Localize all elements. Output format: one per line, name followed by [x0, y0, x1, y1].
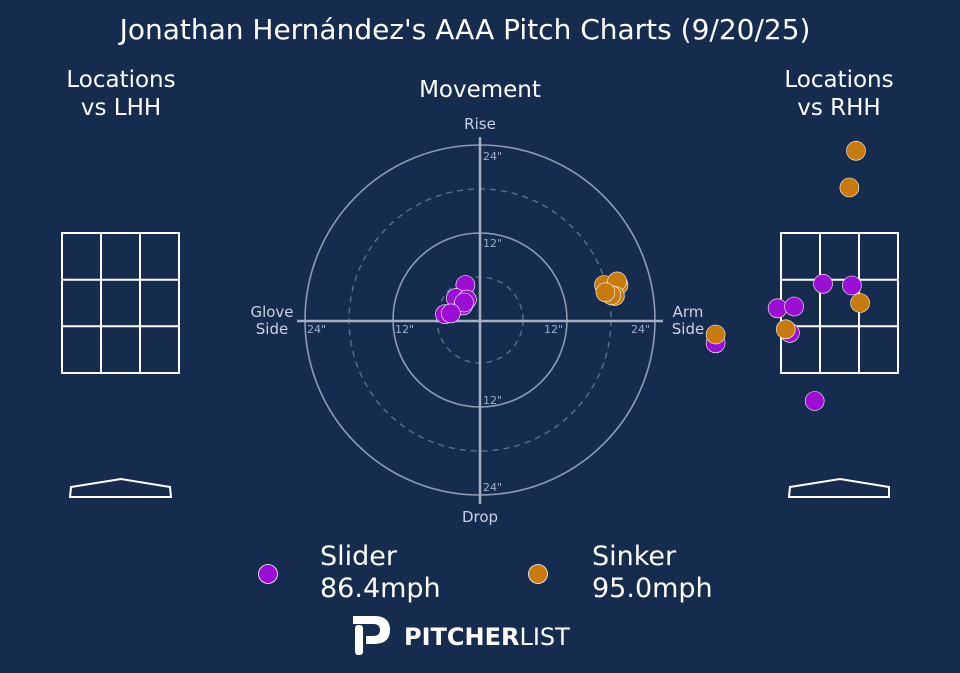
logo-bold: PITCHER	[404, 623, 519, 651]
arm-side-label-line2: Side	[672, 320, 704, 338]
rhh-location-points	[705, 141, 870, 411]
movement-title: Movement	[419, 77, 541, 103]
ring-label-left-12: 12"	[395, 323, 414, 336]
chart-title: Jonathan Hernández's AAA Pitch Charts (9…	[118, 13, 811, 46]
pitcherlist-p-icon	[353, 616, 390, 655]
lhh-panel: Locations vs LHH	[61, 67, 180, 498]
ring-label-left-24: 24"	[307, 323, 326, 336]
legend-sinker-velocity: 95.0mph	[592, 573, 713, 604]
lhh-strike-zone	[61, 232, 180, 374]
rhh-location-point-slider	[842, 275, 862, 296]
rhh-title-line1: Locations	[784, 67, 893, 93]
ring-label-bottom-24: 24"	[483, 481, 502, 494]
rhh-location-point-sinker	[775, 319, 796, 340]
drop-label: Drop	[462, 508, 498, 526]
lhh-title-line2: vs LHH	[81, 95, 161, 121]
ring-label-right-12: 12"	[544, 323, 563, 336]
lhh-title-line1: Locations	[66, 67, 175, 93]
logo-light: LIST	[519, 623, 570, 651]
ring-label-right-24: 24"	[631, 323, 650, 336]
legend-slider-velocity: 86.4mph	[320, 573, 441, 604]
legend-item-sinker: Sinker 95.0mph	[528, 541, 713, 604]
rhh-panel: Locations vs RHH	[705, 67, 899, 498]
rhh-location-point-sinker	[846, 141, 866, 161]
rhh-location-point-slider	[767, 298, 788, 319]
arm-side-label-line1: Arm	[673, 303, 704, 321]
movement-point-sinker	[595, 282, 616, 303]
pitcherlist-wordmark: PITCHERLIST	[404, 623, 570, 651]
legend-sinker-name: Sinker	[592, 541, 677, 572]
rhh-location-point-slider	[784, 296, 804, 317]
rhh-location-point-slider	[804, 391, 825, 411]
legend-marker-slider	[258, 564, 278, 584]
rhh-title-line2: vs RHH	[797, 95, 880, 121]
rhh-home-plate	[787, 477, 890, 498]
rhh-location-point-slider	[813, 273, 833, 294]
ring-label-top-24: 24"	[483, 150, 502, 163]
legend: Slider 86.4mph Sinker 95.0mph	[258, 541, 713, 604]
rhh-location-point-sinker	[705, 324, 726, 345]
glove-side-label-line2: Side	[256, 320, 288, 338]
glove-side-label-line1: Glove	[250, 303, 293, 321]
rhh-location-point-sinker	[850, 293, 870, 313]
lhh-home-plate	[68, 477, 173, 498]
legend-marker-sinker	[528, 564, 548, 584]
rise-label: Rise	[464, 115, 496, 133]
movement-points	[435, 271, 629, 325]
pitcherlist-logo: PITCHERLIST	[353, 616, 570, 655]
rhh-location-point-sinker	[839, 177, 860, 198]
legend-slider-name: Slider	[320, 541, 398, 572]
ring-label-bottom-12: 12"	[483, 394, 502, 407]
movement-panel: Movement Rise Drop Glove Side Arm Side 2…	[250, 77, 704, 526]
legend-item-slider: Slider 86.4mph	[258, 541, 441, 604]
ring-label-top-12: 12"	[483, 237, 502, 250]
movement-point-slider	[440, 303, 461, 324]
movement-point-slider	[454, 292, 474, 313]
